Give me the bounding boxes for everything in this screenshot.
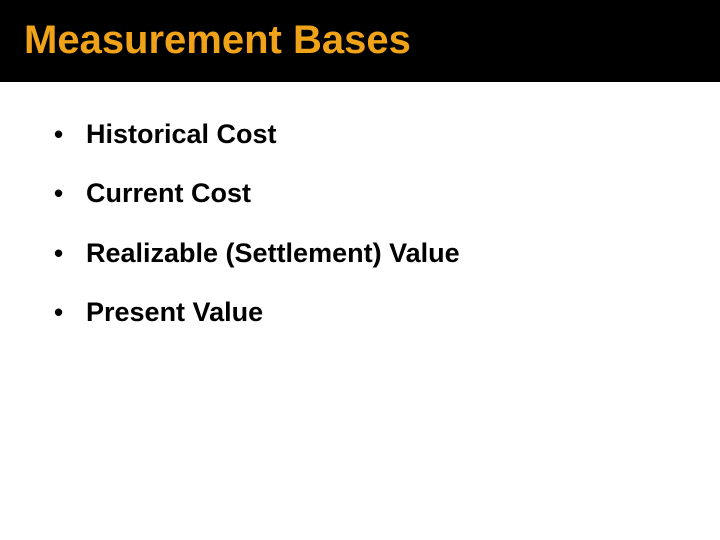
bullet-text: Realizable (Settlement) Value bbox=[86, 237, 460, 269]
bullet-icon: • bbox=[54, 121, 64, 147]
list-item: • Realizable (Settlement) Value bbox=[54, 237, 720, 269]
list-item: • Present Value bbox=[54, 296, 720, 328]
title-bar: Measurement Bases bbox=[0, 0, 720, 82]
slide-title: Measurement Bases bbox=[24, 18, 720, 62]
slide: Measurement Bases • Historical Cost • Cu… bbox=[0, 0, 720, 540]
bullet-text: Present Value bbox=[86, 296, 263, 328]
list-item: • Historical Cost bbox=[54, 118, 720, 150]
bullet-text: Current Cost bbox=[86, 177, 251, 209]
content-area: • Historical Cost • Current Cost • Reali… bbox=[0, 82, 720, 329]
bullet-text: Historical Cost bbox=[86, 118, 277, 150]
bullet-icon: • bbox=[54, 240, 64, 266]
list-item: • Current Cost bbox=[54, 177, 720, 209]
bullet-icon: • bbox=[54, 180, 64, 206]
bullet-icon: • bbox=[54, 299, 64, 325]
